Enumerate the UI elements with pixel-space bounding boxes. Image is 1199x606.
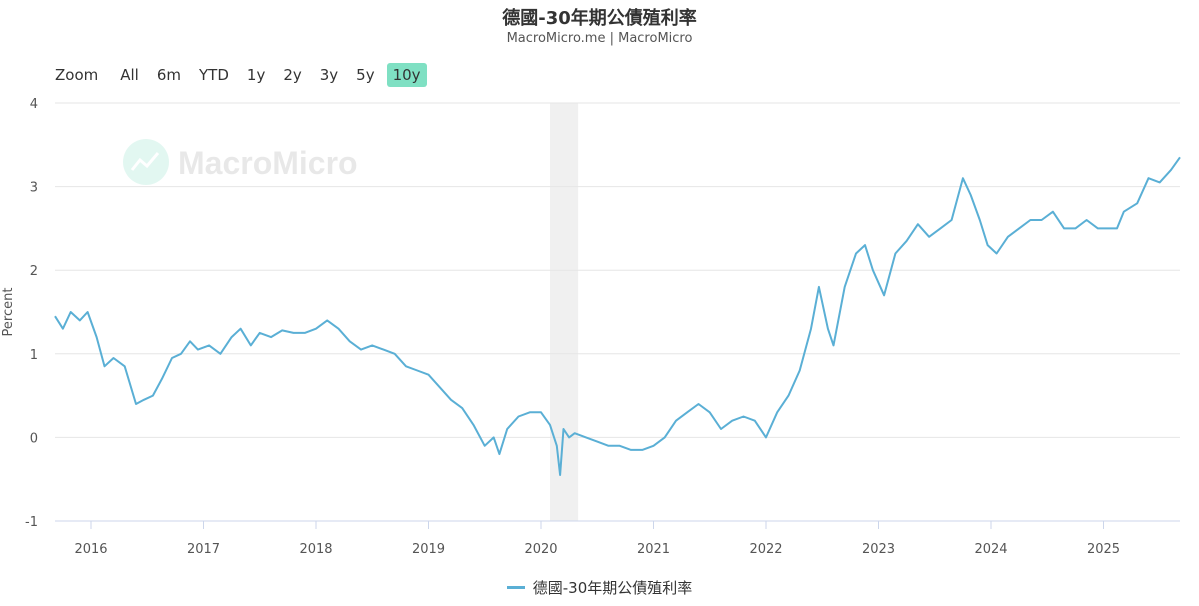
legend[interactable]: 德國-30年期公債殖利率	[0, 577, 1199, 598]
x-tick-label: 2025	[1087, 542, 1120, 557]
y-tick-label: 0	[30, 431, 38, 446]
legend-swatch	[506, 586, 525, 589]
recession-band-layer	[550, 103, 579, 521]
watermark-logo-icon	[123, 139, 169, 185]
x-tick-label: 2021	[637, 542, 670, 557]
series-line[interactable]	[54, 156, 1181, 476]
range-button-6m[interactable]: 6m	[156, 66, 182, 84]
range-selector: Zoom All 6m YTD 1y 2y 3y 5y 10y	[55, 62, 433, 88]
range-button-2y[interactable]: 2y	[283, 66, 302, 84]
watermark-text: MacroMicro	[178, 145, 358, 181]
watermark-logo-chart-icon	[130, 152, 160, 171]
watermark: MacroMicro	[123, 139, 358, 185]
zoom-label: Zoom	[55, 66, 99, 84]
x-tick-label: 2020	[524, 542, 557, 557]
axis-layer: -1 0 1 2 3 4 2016 2017 2018 2019 2020 2021 2022 2023 2…	[25, 97, 1180, 557]
y-tick-label: 1	[30, 348, 38, 363]
y-tick-label: 2	[30, 264, 38, 279]
recession-band	[550, 103, 579, 521]
range-button-all[interactable]: All	[120, 66, 139, 84]
x-tick-label: 2024	[974, 542, 1007, 557]
y-tick-label: -1	[25, 515, 38, 530]
y-tick-label: 3	[30, 181, 38, 196]
range-button-1y[interactable]: 1y	[246, 66, 266, 84]
x-tick-label: 2023	[862, 542, 895, 557]
legend-item-label: 德國-30年期公債殖利率	[532, 579, 693, 597]
y-tick-label: 4	[30, 97, 38, 112]
range-button-ytd[interactable]: YTD	[199, 66, 229, 84]
x-tick-label: 2017	[187, 542, 220, 557]
range-button-5y[interactable]: 5y	[356, 66, 375, 84]
series-layer	[54, 156, 1181, 476]
x-tick-label: 2022	[749, 542, 782, 557]
range-button-3y[interactable]: 3y	[319, 66, 339, 84]
range-button-10y[interactable]: 10y	[386, 63, 427, 87]
y-axis-label: Percent	[1, 288, 16, 337]
x-tick-label: 2016	[74, 542, 107, 557]
x-tick-label: 2019	[412, 542, 445, 557]
x-tick-label: 2018	[299, 542, 332, 557]
grid-layer	[55, 102, 1180, 438]
chart-title: 德國-30年期公債殖利率	[502, 8, 697, 29]
chart-subtitle: MacroMicro.me | MacroMicro	[506, 31, 693, 46]
